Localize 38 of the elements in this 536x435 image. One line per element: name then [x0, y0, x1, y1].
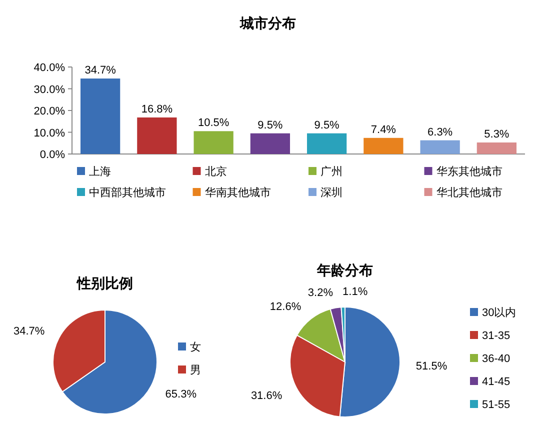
chart-title: 年龄分布 [316, 262, 373, 278]
legend-label: 51-55 [482, 399, 510, 411]
legend-label: 女 [190, 342, 201, 354]
data-label: 10.5% [198, 117, 230, 130]
data-label: 1.1% [342, 286, 368, 298]
y-tick-label: 20.0% [34, 106, 66, 118]
chart-title: 城市分布 [239, 15, 296, 31]
data-label: 9.5% [314, 119, 340, 132]
y-tick-label: 40.0% [34, 62, 66, 74]
y-tick-label: 0.0% [40, 149, 66, 161]
legend-label: 中西部其他城市 [89, 186, 166, 199]
data-label: 6.3% [428, 126, 453, 138]
data-label: 9.5% [258, 119, 283, 132]
legend-label: 36-40 [482, 353, 510, 365]
legend-label: 男 [190, 364, 201, 376]
data-label: 12.6% [270, 301, 302, 314]
data-label: 34.7% [84, 64, 116, 77]
legend-label: 深圳 [320, 186, 342, 199]
chart-title: 性别比例 [76, 275, 133, 291]
data-label: 65.3% [165, 388, 197, 400]
y-tick-label: 10.0% [34, 127, 66, 140]
data-label: 31.6% [250, 390, 282, 402]
legend-label: 北京 [204, 165, 227, 178]
data-label: 3.2% [308, 287, 334, 300]
legend-label: 华东其他城市 [436, 165, 502, 178]
legend-label: 华南其他城市 [204, 186, 271, 199]
data-label: 34.7% [14, 326, 45, 338]
data-label: 7.4% [370, 124, 396, 136]
legend-label: 上海 [89, 165, 111, 178]
legend-label: 30以内 [482, 306, 516, 319]
y-tick-label: 30.0% [34, 84, 66, 96]
data-label: 16.8% [141, 103, 173, 116]
legend-label: 广州 [320, 165, 342, 178]
legend-label: 华北其他城市 [436, 186, 502, 199]
legend-label: 41-45 [482, 376, 510, 388]
data-label: 51.5% [416, 360, 448, 372]
legend-label: 31-35 [482, 330, 510, 342]
data-label: 5.3% [484, 128, 510, 140]
